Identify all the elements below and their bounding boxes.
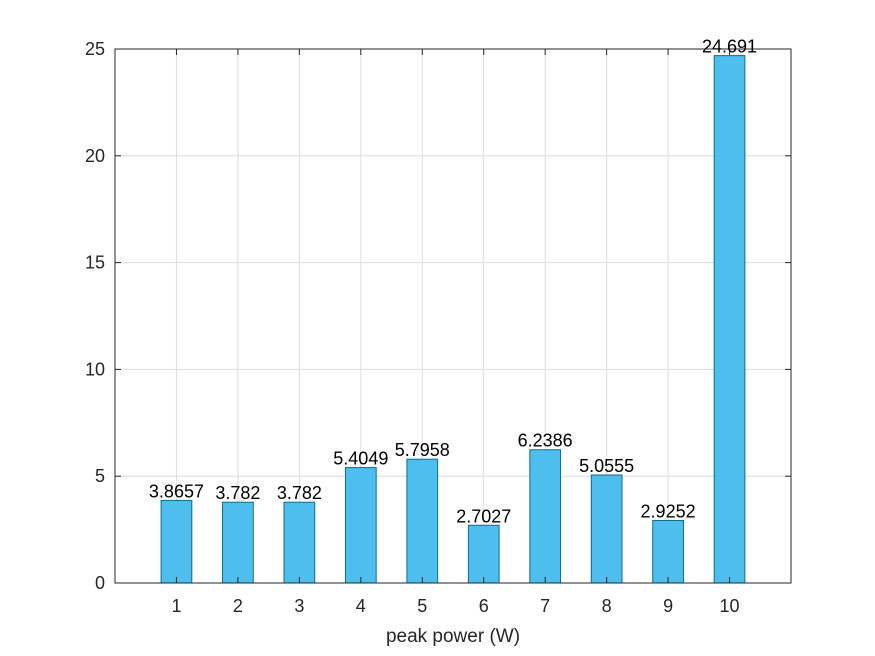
bar — [652, 520, 684, 584]
bar — [406, 458, 439, 584]
bars — [160, 55, 746, 584]
tick-marks — [115, 48, 791, 584]
x-tick-label: 4 — [356, 596, 366, 616]
data-label: 3.782 — [277, 483, 322, 503]
data-label: 5.0555 — [579, 456, 634, 476]
x-tick-label: 2 — [233, 596, 243, 616]
bar — [344, 467, 377, 584]
plot-background — [115, 49, 791, 583]
data-label: 5.4049 — [333, 449, 388, 469]
bar — [590, 474, 623, 584]
data-label: 2.7027 — [456, 506, 511, 526]
y-tick-label: 5 — [95, 466, 105, 486]
bar — [467, 524, 500, 584]
data-label: 3.782 — [215, 483, 260, 503]
x-tick-label: 1 — [171, 596, 181, 616]
bar — [713, 55, 746, 584]
data-label: 2.9252 — [641, 502, 696, 522]
x-tick-labels: 1 2 3 4 5 6 7 8 9 10 — [171, 596, 739, 616]
y-tick-labels: 0 5 10 15 20 25 — [85, 39, 105, 593]
data-label: 3.8657 — [149, 481, 204, 501]
x-axis-label: peak power (W) — [386, 626, 520, 647]
bar — [529, 449, 562, 584]
y-tick-label: 20 — [85, 146, 105, 166]
x-tick-label: 6 — [479, 596, 489, 616]
x-tick-label: 7 — [540, 596, 550, 616]
x-tick-label: 5 — [417, 596, 427, 616]
x-tick-label: 9 — [663, 596, 673, 616]
data-label: 24.691 — [702, 37, 757, 57]
y-tick-label: 10 — [85, 359, 105, 379]
bar — [160, 499, 193, 584]
data-label: 6.2386 — [518, 431, 573, 451]
bar — [283, 501, 316, 584]
x-tick-label: 8 — [602, 596, 612, 616]
data-labels: 3.8657 3.782 3.782 5.4049 5.7958 2.7027 6.2386… — [149, 37, 757, 527]
x-tick-label: 10 — [720, 596, 740, 616]
x-tick-label: 3 — [294, 596, 304, 616]
y-tick-label: 25 — [85, 39, 105, 59]
y-tick-label: 0 — [95, 573, 105, 593]
y-tick-label: 15 — [85, 253, 105, 273]
bar — [222, 501, 254, 584]
data-label: 5.7958 — [395, 440, 450, 460]
axes-box — [114, 48, 792, 584]
